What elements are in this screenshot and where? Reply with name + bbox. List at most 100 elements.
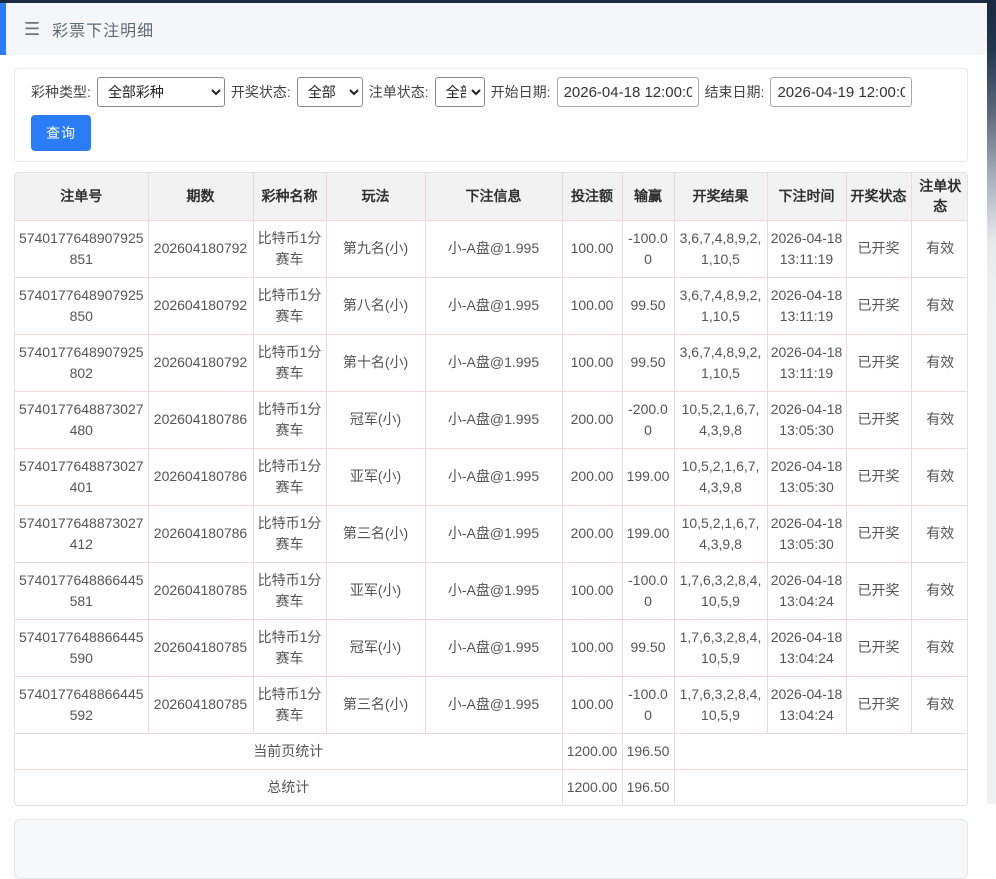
table-row: 5740177648873027412 202604180786 比特币1分赛车 第三… [15,504,967,563]
summary-label: 总统计 [15,768,563,806]
query-button[interactable]: 查询 [31,115,91,151]
bet-table: 注单号 期数 彩种名称 玩法 下注信息 投注额 输赢 开奖结果 下注时间 开奖状态 注单状态 574… [15,173,967,806]
table-cell: 10,5,2,1,6,7,4,3,9,8 [673,447,768,506]
table-cell: 202604180792 [147,333,254,392]
table-cell: 5740177648873027480 [15,390,149,449]
table-cell: 2026-04-18 13:11:19 [766,276,847,335]
scrollbar-strip[interactable] [987,0,996,804]
table-cell: 3,6,7,4,8,9,2,1,10,5 [673,219,768,278]
table-cell: 已开奖 [845,561,912,620]
table-cell: 有效 [910,276,967,335]
table-cell: 小-A盘@1.995 [424,561,563,620]
table-cell: 比特币1分赛车 [252,618,327,677]
table-row: 5740177648907925851 202604180792 比特币1分赛车 第九… [15,219,967,278]
table-cell: 有效 [910,561,967,620]
table-cell: 202604180786 [147,390,254,449]
next-section-panel [14,819,968,879]
table-cell: 已开奖 [845,333,912,392]
table-cell: 202604180792 [147,219,254,278]
table-cell: 第十名(小) [325,333,426,392]
table-cell: 第三名(小) [325,504,426,563]
draw-status-select[interactable]: 全部 [296,77,363,107]
table-cell: 99.50 [621,618,675,677]
lottery-type-select[interactable]: 全部彩种 [96,77,225,107]
table-cell: 比特币1分赛车 [252,390,327,449]
table-cell: 第八名(小) [325,276,426,335]
summary-bet-total: 1200.00 [561,768,623,806]
table-cell: 2026-04-18 13:11:19 [766,333,847,392]
table-cell: 比特币1分赛车 [252,675,327,734]
start-date-input[interactable] [556,77,699,107]
summary-row-current-page: 当前页统计 1200.00 196.50 [15,732,967,770]
table-cell: 5740177648866445581 [15,561,149,620]
table-cell: 199.00 [621,447,675,506]
bet-status-select[interactable]: 全部 [434,77,485,107]
column-header: 开奖结果 [673,173,768,221]
table-cell: 冠军(小) [325,390,426,449]
summary-label: 当前页统计 [15,732,563,770]
table-header-row: 注单号 期数 彩种名称 玩法 下注信息 投注额 输赢 开奖结果 下注时间 开奖状态 注单状态 [15,173,967,221]
table-cell: 小-A盘@1.995 [424,219,563,278]
table-cell: 已开奖 [845,276,912,335]
table-row: 5740177648866445592 202604180785 比特币1分赛车 第三… [15,675,967,734]
column-header: 下注信息 [424,173,563,221]
table-cell: 2026-04-18 13:11:19 [766,219,847,278]
table-cell: 5740177648873027412 [15,504,149,563]
table-cell: 有效 [910,333,967,392]
table-cell: 第三名(小) [325,675,426,734]
table-cell: 小-A盘@1.995 [424,675,563,734]
table-cell: 第九名(小) [325,219,426,278]
draw-status-label: 开奖状态: [230,84,291,100]
table-cell: 5740177648866445592 [15,675,149,734]
table-cell: 小-A盘@1.995 [424,276,563,335]
table-cell: 有效 [910,675,967,734]
column-header: 注单号 [15,173,149,221]
table-cell: 202604180786 [147,447,254,506]
table-cell: 100.00 [561,219,623,278]
main-content: 彩种类型: 全部彩种 开奖状态: 全部 注单状态: 全部 开始日期: 结束日期:… [0,68,996,879]
table-cell: 2026-04-18 13:04:24 [766,675,847,734]
table-cell: 小-A盘@1.995 [424,618,563,677]
end-date-input[interactable] [770,77,913,107]
table-cell: 已开奖 [845,390,912,449]
start-date-label: 开始日期: [490,84,551,100]
table-cell: 199.00 [621,504,675,563]
table-cell: 已开奖 [845,618,912,677]
table-cell: 3,6,7,4,8,9,2,1,10,5 [673,276,768,335]
table-cell: 2026-04-18 13:05:30 [766,390,847,449]
table-cell: 5740177648907925802 [15,333,149,392]
table-cell: 202604180792 [147,276,254,335]
table-cell: -100.00 [621,561,675,620]
table-cell: 200.00 [561,504,623,563]
summary-win-total: 196.50 [621,768,675,806]
table-cell: 比特币1分赛车 [252,276,327,335]
table-cell: 比特币1分赛车 [252,333,327,392]
table-cell: 已开奖 [845,504,912,563]
table-row: 5740177648873027480 202604180786 比特币1分赛车 冠军… [15,390,967,449]
table-cell: 202604180785 [147,561,254,620]
table-cell: 5740177648866445590 [15,618,149,677]
table-cell: 202604180786 [147,504,254,563]
column-header: 下注时间 [766,173,847,221]
table-cell: 3,6,7,4,8,9,2,1,10,5 [673,333,768,392]
table-cell: -200.00 [621,390,675,449]
column-header: 彩种名称 [252,173,327,221]
menu-icon[interactable]: ☰ [24,18,41,39]
table-cell: 99.50 [621,333,675,392]
table-cell: 2026-04-18 13:05:30 [766,447,847,506]
end-date-label: 结束日期: [704,84,765,100]
table-cell: 已开奖 [845,219,912,278]
table-cell: 10,5,2,1,6,7,4,3,9,8 [673,504,768,563]
table-cell: 2026-04-18 13:04:24 [766,618,847,677]
summary-win-total: 196.50 [621,732,675,770]
table-cell: 亚军(小) [325,561,426,620]
table-cell: 5740177648907925851 [15,219,149,278]
table-cell: 有效 [910,219,967,278]
bet-table-panel: 注单号 期数 彩种名称 玩法 下注信息 投注额 输赢 开奖结果 下注时间 开奖状态 注单状态 574… [14,172,968,807]
column-header: 玩法 [325,173,426,221]
summary-row-total: 总统计 1200.00 196.50 [15,768,967,806]
table-cell: 已开奖 [845,447,912,506]
table-cell: 1,7,6,3,2,8,4,10,5,9 [673,618,768,677]
summary-bet-total: 1200.00 [561,732,623,770]
table-row: 5740177648866445581 202604180785 比特币1分赛车 亚军… [15,561,967,620]
